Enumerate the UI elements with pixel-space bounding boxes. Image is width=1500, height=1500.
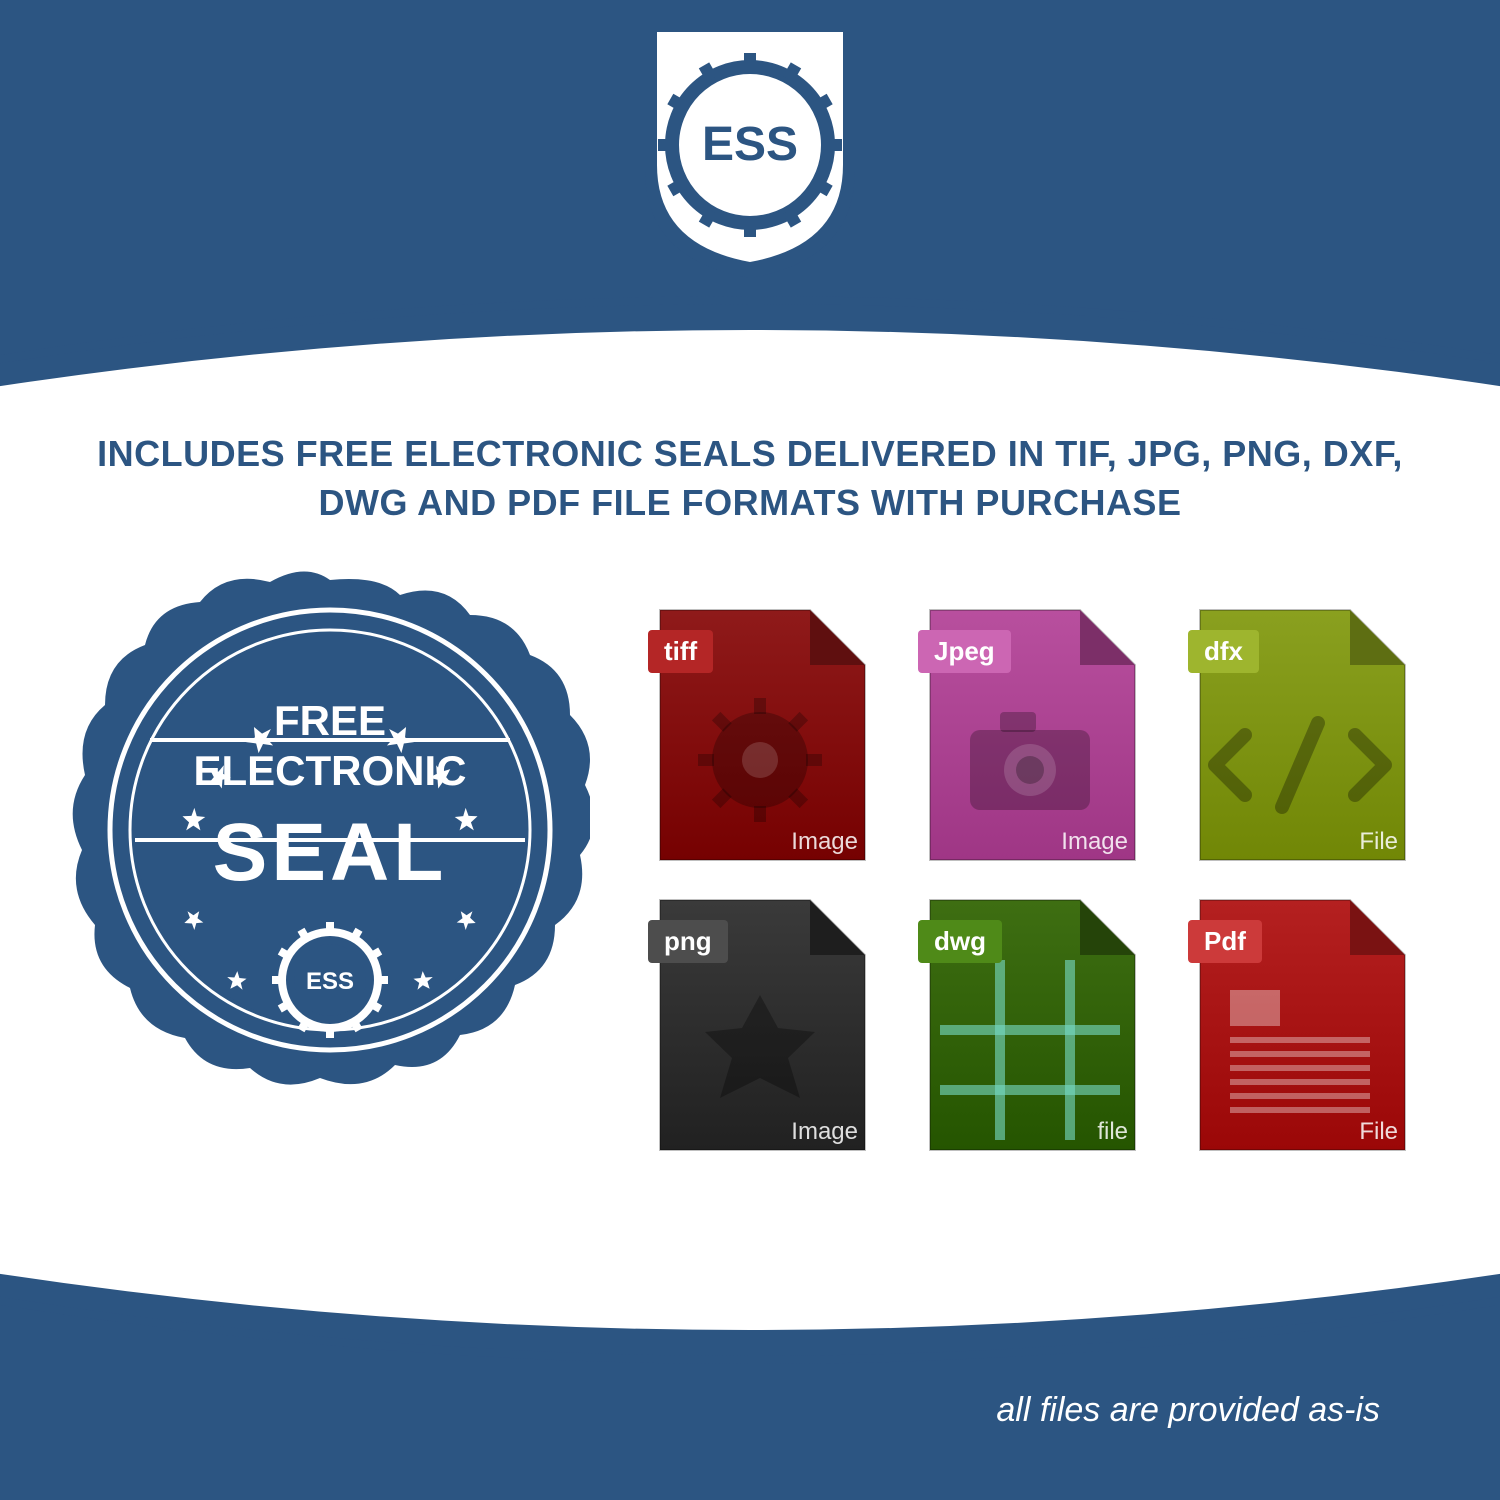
file-icons-grid: tiff Image Jpeg Image [640,600,1420,1160]
file-tab-label: dwg [918,920,1002,963]
headline: INCLUDES FREE ELECTRONIC SEALS DELIVERED… [50,430,1450,527]
disclaimer-text: all files are provided as-is [996,1391,1380,1430]
ess-logo: ESS [635,20,865,280]
seal-line1: FREE [274,697,386,744]
seal-line2: ELECTRONIC [194,747,467,794]
infographic-canvas: ESS INCLUDES FREE ELECTRONIC SEALS DELIV… [0,0,1500,1500]
file-tab-label: tiff [648,630,713,673]
file-footer-label: Image [791,1118,858,1146]
file-icon-dwg: dwg file [910,890,1150,1160]
file-footer-label: File [1359,1118,1398,1146]
file-icon-png: png Image [640,890,880,1160]
file-tab-label: dfx [1188,630,1259,673]
file-icon-jpeg: Jpeg Image [910,600,1150,870]
free-electronic-seal-badge: FREE ELECTRONIC SEAL [70,570,590,1090]
ess-logo-text: ESS [702,118,798,171]
file-tab-label: png [648,920,728,963]
file-icon-dfx: dfx File [1180,600,1420,870]
file-icon-pdf: Pdf File [1180,890,1420,1160]
file-footer-label: Image [791,828,858,856]
seal-line3: SEAL [213,807,448,898]
file-tab-label: Jpeg [918,630,1011,673]
file-tab-label: Pdf [1188,920,1262,963]
file-icon-tiff: tiff Image [640,600,880,870]
file-footer-label: file [1097,1118,1128,1146]
file-footer-label: Image [1061,828,1128,856]
seal-ess-text: ESS [306,968,354,995]
file-footer-label: File [1359,828,1398,856]
